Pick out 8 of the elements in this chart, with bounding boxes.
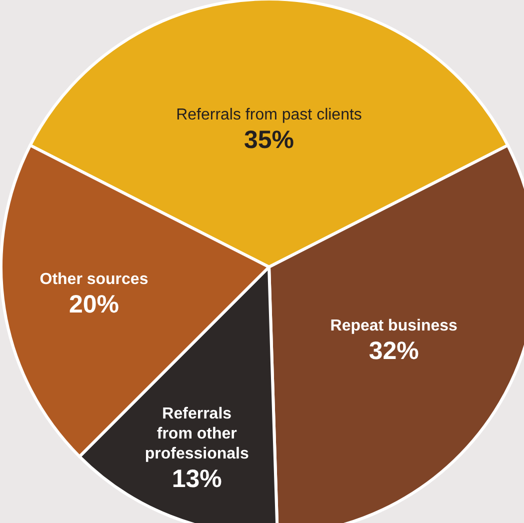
data-label: 20% bbox=[68, 290, 120, 319]
data-label: 32% bbox=[368, 336, 419, 365]
slice-label: Repeat business bbox=[330, 317, 458, 334]
slice-label: Referrals from other professionals bbox=[144, 406, 249, 463]
slice-label: Referrals from past clients bbox=[176, 106, 362, 124]
data-label: 35% bbox=[244, 126, 294, 154]
slice-label: Other sources bbox=[40, 271, 148, 288]
data-label: 13% bbox=[172, 465, 222, 494]
